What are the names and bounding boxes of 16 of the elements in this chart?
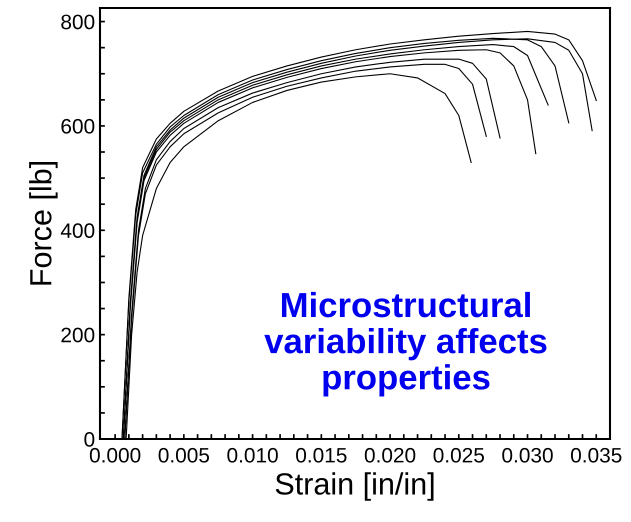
y-axis-title: Force [lb] [29, 162, 58, 285]
x-tick-label: 0.020 [364, 448, 416, 463]
x-tick-label: 0.025 [434, 448, 484, 463]
x-tick-label: 0.035 [571, 448, 622, 463]
y-tick-label: 600 [61, 118, 94, 134]
annotation: Microstructural variability affects properties [264, 292, 546, 397]
x-axis-title: Strain [in/in] [276, 472, 434, 501]
x-tick-label: 0.000 [90, 448, 140, 463]
y-tick-label: 0 [84, 432, 94, 447]
x-tick-label: 0.010 [227, 448, 278, 463]
x-tick-label: 0.030 [502, 448, 553, 463]
x-tick-label: 0.005 [158, 448, 210, 463]
y-tick-label: 200 [61, 328, 94, 342]
y-tick-label: 400 [60, 223, 94, 238]
x-tick-label: 0.015 [296, 448, 347, 463]
y-tick-label: 800 [61, 14, 94, 30]
